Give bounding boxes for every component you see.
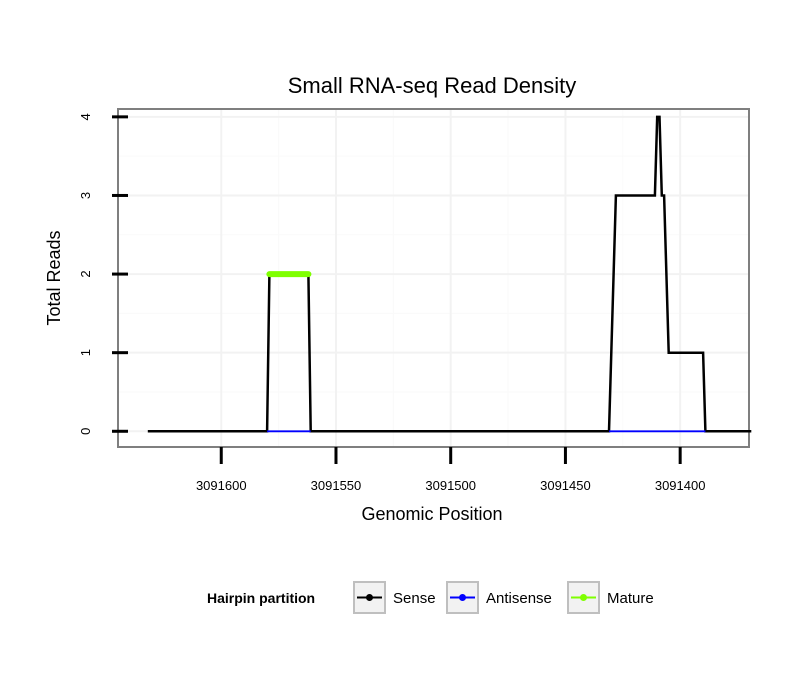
legend-key-dot [580, 594, 587, 601]
x-axis-ticks: 3091600 3091550 3091500 3091450 3091400 [196, 447, 706, 493]
legend-entry-label: Mature [607, 590, 654, 607]
legend: Hairpin partition Sense Antisense Mature [207, 581, 654, 614]
y-axis-title: Total Reads [44, 230, 64, 325]
legend-entry-label: Antisense [486, 590, 552, 607]
x-tick-label: 3091450 [540, 478, 591, 493]
legend-key-dot [366, 594, 373, 601]
legend-entry-label: Sense [393, 590, 436, 607]
x-tick-label: 3091400 [655, 478, 706, 493]
major-gridlines [118, 109, 749, 447]
y-tick-label: 3 [78, 192, 93, 199]
y-tick-label: 1 [78, 349, 93, 356]
minor-gridlines [118, 109, 749, 447]
y-tick-label: 4 [78, 113, 93, 120]
legend-title: Hairpin partition [207, 590, 315, 606]
y-axis-ticks: 0 1 2 3 4 [78, 113, 128, 435]
x-tick-label: 3091600 [196, 478, 247, 493]
series-layer [147, 115, 752, 433]
x-tick-label: 3091550 [311, 478, 362, 493]
plot-panel-border [117, 108, 750, 448]
legend-key-dot [459, 594, 466, 601]
x-tick-label: 3091500 [425, 478, 476, 493]
y-tick-label: 2 [78, 270, 93, 277]
y-tick-label: 0 [78, 428, 93, 435]
x-axis-title: Genomic Position [361, 504, 502, 524]
chart-title: Small RNA-seq Read Density [288, 73, 577, 98]
